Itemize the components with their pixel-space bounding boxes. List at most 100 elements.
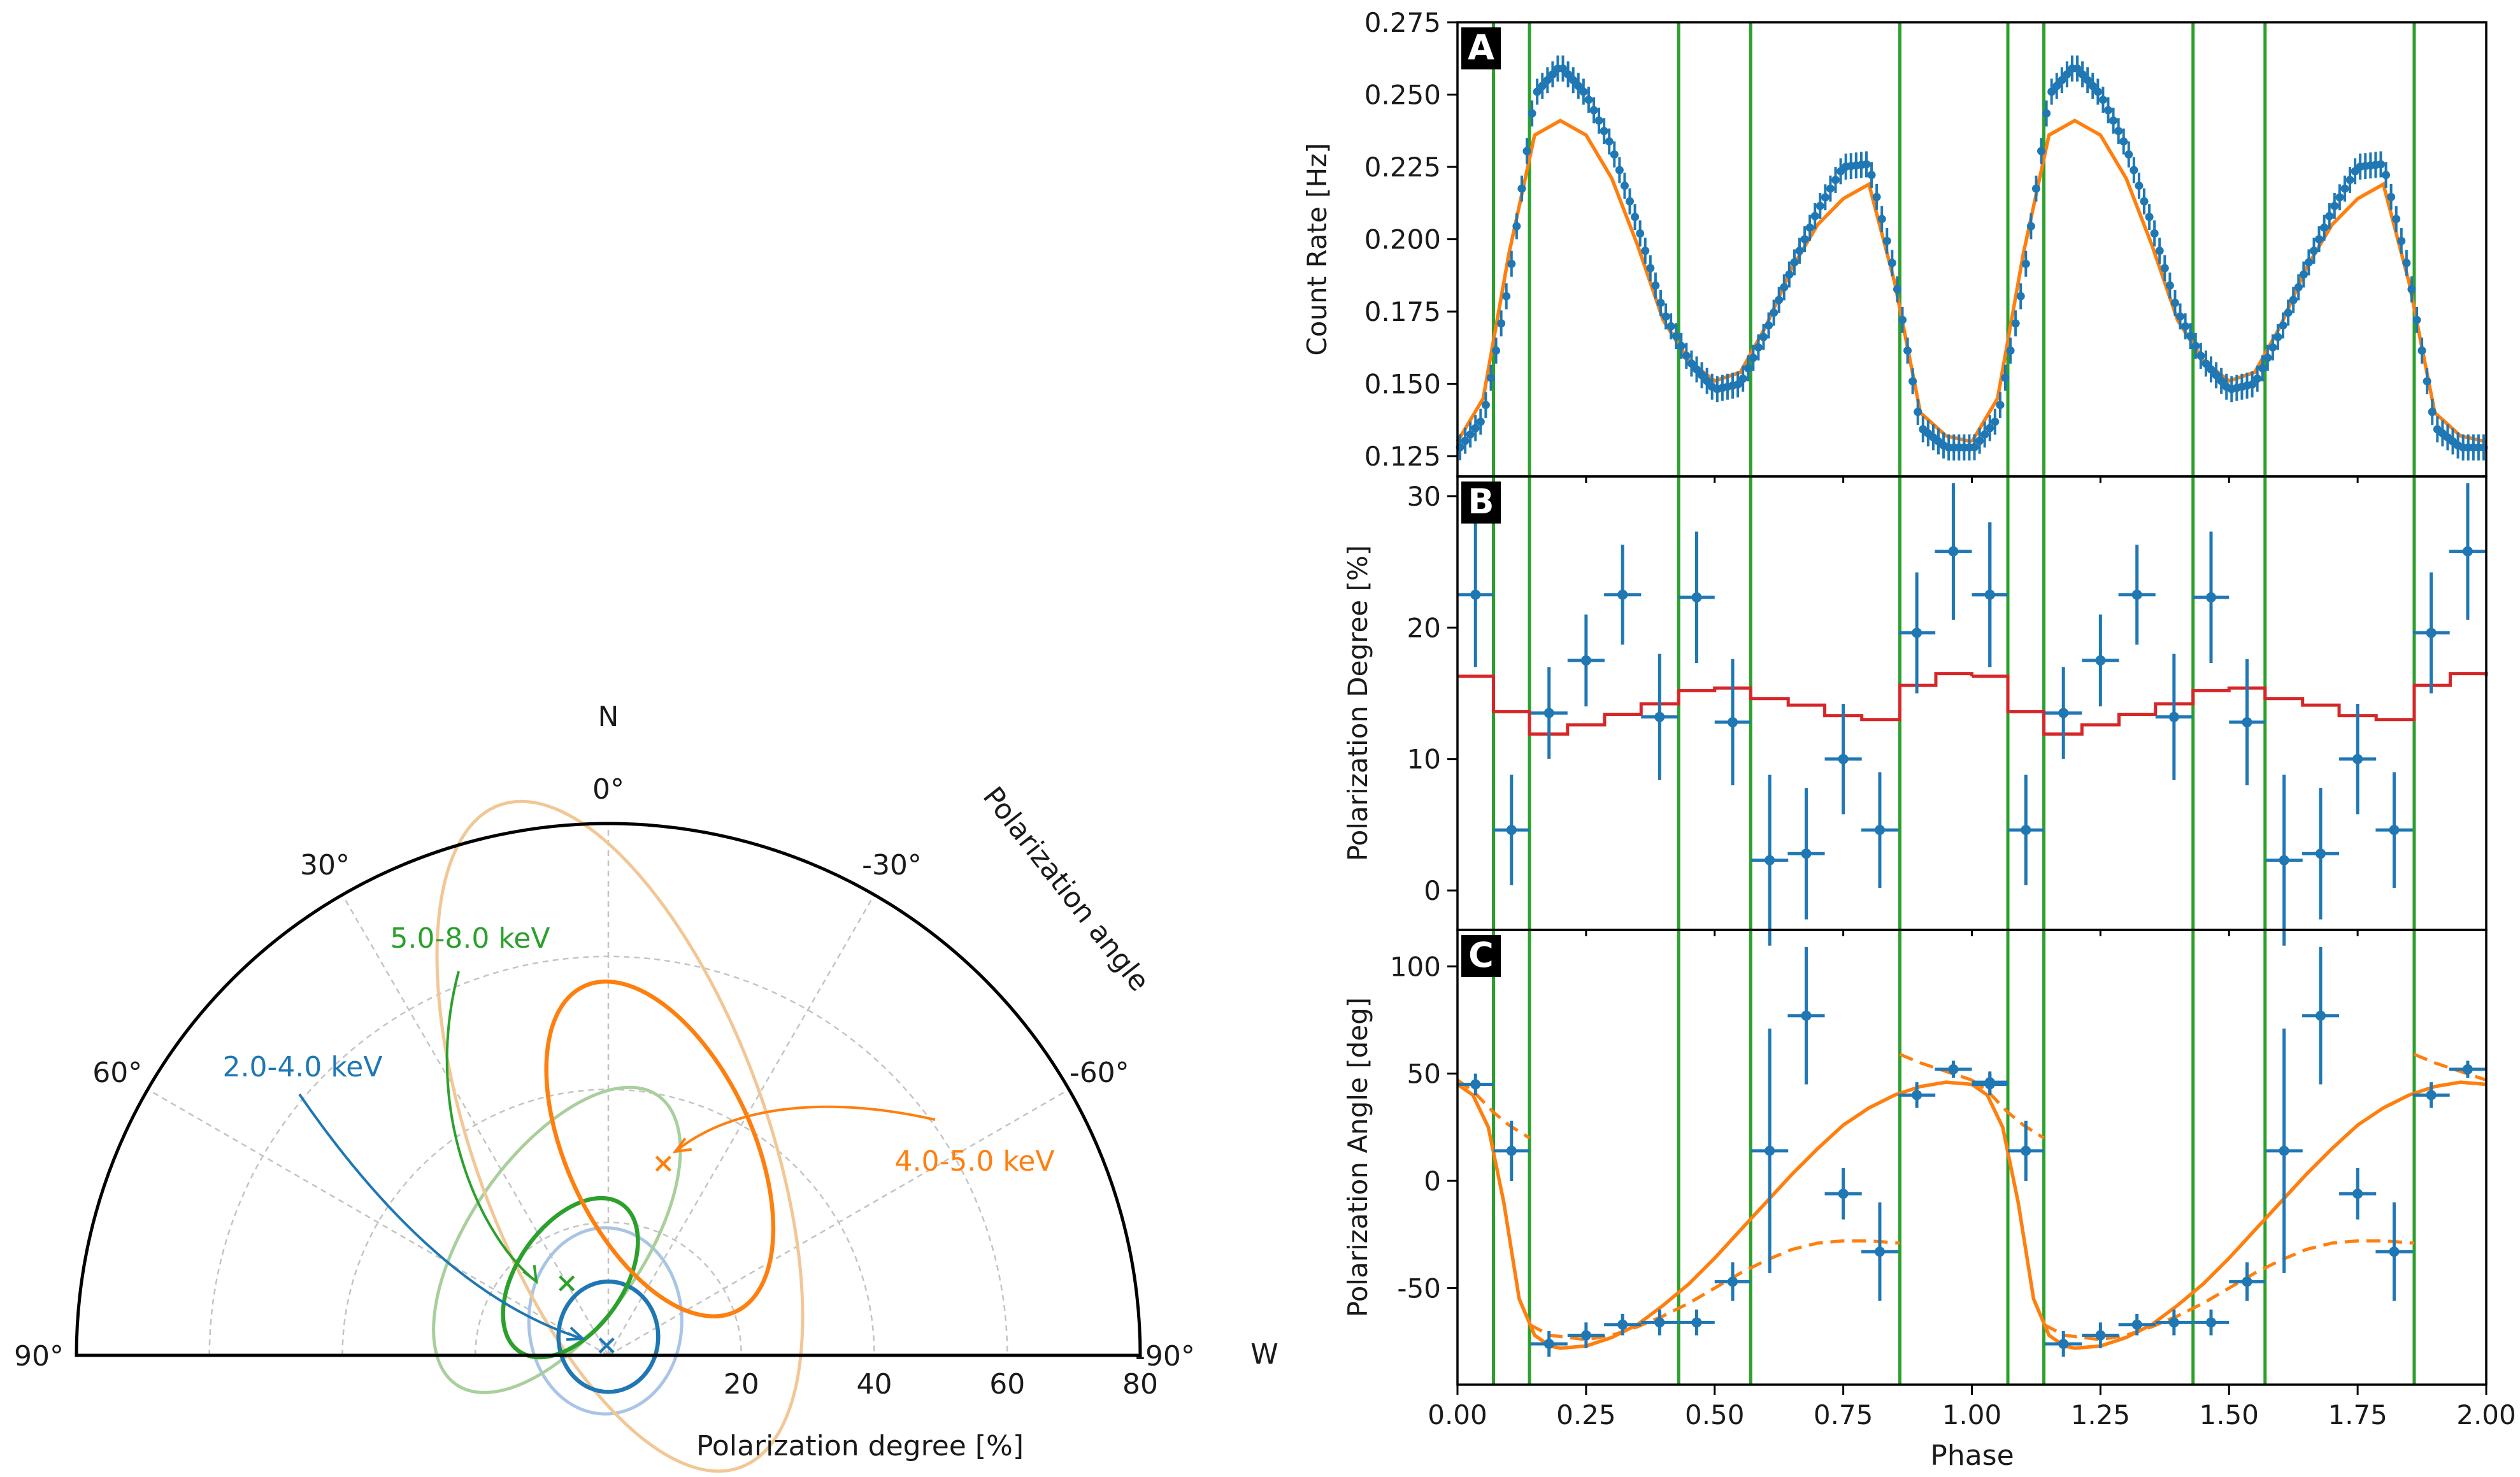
- count-rate-point: [1661, 312, 1670, 321]
- count-rate-point: [1677, 341, 1686, 350]
- count-rate-point: [1831, 176, 1840, 185]
- count-rate-point: [1476, 417, 1485, 426]
- count-rate-point: [2021, 259, 2030, 268]
- pa-model-dashed: [2413, 1052, 2487, 1082]
- contour-68-1: [501, 1195, 640, 1360]
- angle-axis-label: Polarization angle: [977, 781, 1156, 997]
- data-point: [1984, 1079, 1995, 1090]
- x-tick-label: 0.25: [1556, 1399, 1616, 1431]
- data-point: [2462, 546, 2473, 557]
- count-rate-point: [1646, 264, 1655, 273]
- count-rate-point: [1666, 322, 1675, 331]
- count-rate-point: [2412, 315, 2421, 324]
- count-rate-point: [2212, 371, 2221, 380]
- data-point: [1543, 708, 1554, 718]
- count-rate-point: [1815, 201, 1824, 210]
- angle-tick-label: -60°: [1070, 1057, 1129, 1089]
- data-point: [2095, 1330, 2106, 1341]
- y-tick-label: -50: [1397, 1273, 1441, 1304]
- angle-tick-label: -90°: [1135, 1340, 1195, 1373]
- panel-frame: [1456, 21, 2488, 478]
- series-label-2: 4.0-5.0 keV: [895, 1145, 1055, 1178]
- count-rate-point: [1502, 292, 1511, 301]
- count-rate-point: [1698, 371, 1707, 380]
- data-point: [1506, 1145, 1517, 1156]
- count-rate-point: [1908, 377, 1917, 386]
- data-point: [2131, 589, 2142, 600]
- count-rate-point: [2304, 258, 2313, 267]
- count-rate-point: [1898, 315, 1907, 324]
- count-rate-point: [2063, 70, 2072, 79]
- angle-grid-line: [147, 1088, 609, 1357]
- polar-tick-labels: 90° 60° 30° 0° -30° -60° -90° 20 40 60 80: [14, 773, 1195, 1401]
- count-rate-point: [2001, 373, 2010, 382]
- count-rate-point: [1610, 150, 1619, 159]
- count-rate-point: [1620, 182, 1629, 190]
- polar-arrows: [298, 971, 936, 1354]
- count-rate-point: [2145, 213, 2154, 222]
- count-rate-point: [1615, 166, 1624, 175]
- count-rate-point: [1738, 375, 1747, 383]
- series-label-0: 2.0-4.0 keV: [223, 1051, 383, 1083]
- count-rate-model-line: [1456, 118, 1973, 444]
- polar-grid: [147, 824, 1070, 1357]
- data-point: [1470, 1079, 1481, 1090]
- data-point: [2168, 1317, 2179, 1328]
- count-rate-point: [1743, 364, 1752, 373]
- data-point: [1543, 1339, 1554, 1350]
- count-rate-point: [2181, 322, 2190, 331]
- data-point: [2426, 1090, 2437, 1101]
- count-rate-point: [1692, 365, 1701, 374]
- count-rate-point: [2006, 346, 2015, 355]
- data-point: [1691, 592, 1702, 603]
- data-point: [1912, 1090, 1922, 1101]
- data-point: [1801, 848, 1812, 859]
- data-point: [1506, 825, 1517, 836]
- count-rate-point: [1867, 171, 1876, 180]
- count-rate-point: [1574, 82, 1583, 90]
- pa-model-dashed: [2043, 1239, 2415, 1341]
- y-tick-label: 30: [1407, 481, 1441, 512]
- count-rate-point: [2155, 246, 2164, 255]
- count-rate-point: [2392, 215, 2401, 224]
- count-rate-point: [1780, 283, 1789, 292]
- data-point: [2279, 1145, 2289, 1156]
- count-rate-point: [2289, 296, 2298, 304]
- pa-model-dashed: [1899, 1052, 1973, 1082]
- count-rate-point: [1522, 146, 1531, 155]
- count-rate-point: [2217, 376, 2226, 385]
- count-rate-point: [1497, 319, 1506, 328]
- radial-tick-label: 80: [1122, 1368, 1158, 1401]
- y-tick-label: 0.150: [1364, 369, 1441, 400]
- count-rate-point: [2196, 352, 2205, 360]
- count-rate-point: [2382, 171, 2391, 180]
- count-rate-point: [2042, 109, 2051, 118]
- count-rate-point: [2248, 380, 2257, 389]
- radial-axis-label: Polarization degree [%]: [696, 1430, 1024, 1462]
- count-rate-point: [2299, 270, 2308, 279]
- count-rate-point: [2078, 70, 2087, 79]
- count-rate-point: [1507, 259, 1516, 268]
- data-point: [2315, 1010, 2326, 1021]
- angle-grid-line: [341, 894, 610, 1356]
- x-axis-label: Phase: [1930, 1439, 2014, 1472]
- label-arrow-2: [674, 1105, 936, 1153]
- count-rate-point: [1749, 353, 1758, 362]
- pa-model-dashed: [1528, 1239, 1900, 1341]
- data-point: [1948, 546, 1959, 557]
- data-point: [1765, 855, 1775, 866]
- label-arrow-0: [298, 1093, 583, 1340]
- count-rate-point: [1626, 197, 1635, 206]
- count-rate-point: [1759, 332, 1768, 341]
- count-rate-point: [2031, 184, 2040, 193]
- panel-polarization-degree: 0 10 20 30 Polarization Degree [%] B: [1342, 475, 2488, 946]
- label-arrowhead-1: [522, 1264, 538, 1285]
- data-point: [1470, 589, 1481, 600]
- radial-tick-label: 20: [724, 1368, 759, 1401]
- x-tick-label: 0.50: [1685, 1399, 1745, 1431]
- x-tick-label: 0.00: [1428, 1399, 1487, 1431]
- data-point: [2315, 848, 2326, 859]
- y-tick-label: 100: [1390, 951, 1441, 982]
- label-arrowhead-0: [566, 1326, 586, 1341]
- count-rate-point: [1631, 213, 1640, 222]
